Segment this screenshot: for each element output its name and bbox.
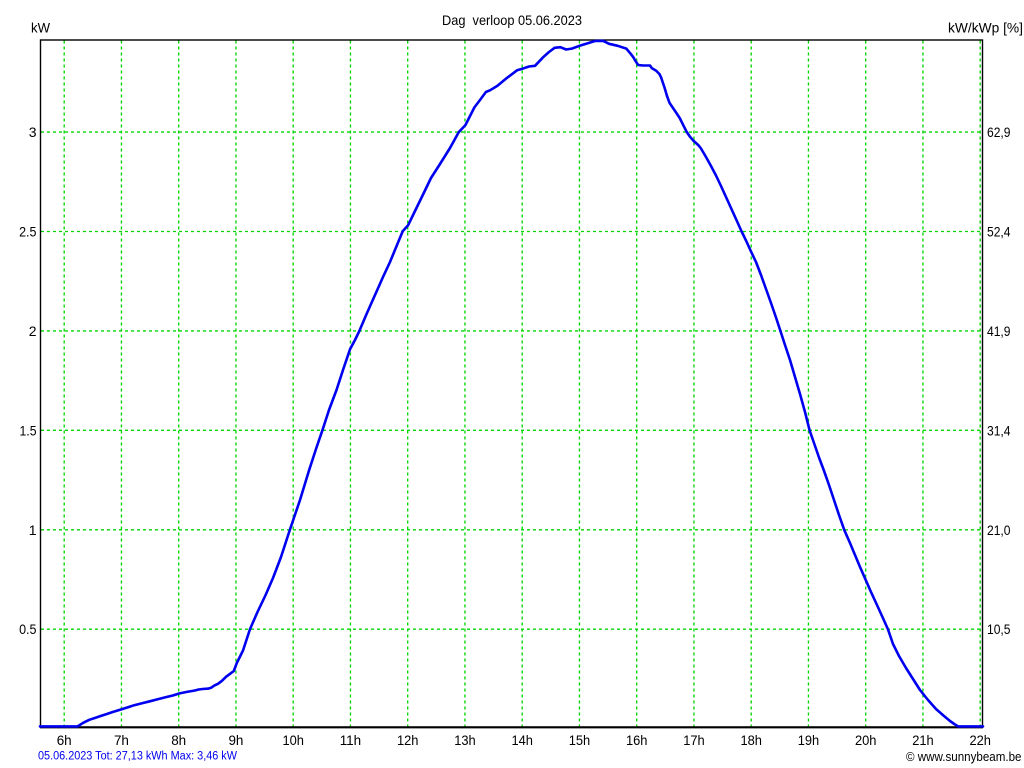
svg-text:3: 3 <box>29 124 37 140</box>
svg-text:© www.sunnybeam.be: © www.sunnybeam.be <box>906 750 1022 764</box>
svg-text:7h: 7h <box>114 732 129 748</box>
svg-text:12h: 12h <box>397 732 419 748</box>
svg-text:8h: 8h <box>171 732 186 748</box>
svg-text:16h: 16h <box>626 732 648 748</box>
svg-text:0.5: 0.5 <box>19 621 37 637</box>
svg-text:21,0: 21,0 <box>987 522 1011 538</box>
svg-text:21h: 21h <box>912 732 934 748</box>
svg-text:9h: 9h <box>228 732 243 748</box>
svg-text:2.5: 2.5 <box>19 224 37 240</box>
svg-text:05.06.2023 Tot: 27,13 kWh Max:: 05.06.2023 Tot: 27,13 kWh Max: 3,46 kW <box>38 751 237 763</box>
svg-text:19h: 19h <box>798 732 820 748</box>
svg-text:17h: 17h <box>683 732 705 748</box>
svg-text:31,4: 31,4 <box>987 422 1011 438</box>
svg-text:62,9: 62,9 <box>987 124 1011 140</box>
svg-text:Dag verloop 05.06.2023: Dag verloop 05.06.2023 <box>442 12 582 28</box>
svg-text:18h: 18h <box>740 732 762 748</box>
svg-text:10h: 10h <box>282 732 304 748</box>
svg-text:11h: 11h <box>340 732 362 748</box>
svg-text:6h: 6h <box>57 732 72 748</box>
svg-text:10,5: 10,5 <box>987 621 1011 637</box>
svg-text:22h: 22h <box>969 732 991 748</box>
svg-text:1: 1 <box>29 522 37 538</box>
svg-text:kW/kWp [%]: kW/kWp [%] <box>948 20 1023 36</box>
svg-text:14h: 14h <box>511 732 533 748</box>
svg-text:1.5: 1.5 <box>20 422 37 438</box>
svg-text:15h: 15h <box>569 732 591 748</box>
svg-text:41,9: 41,9 <box>987 323 1011 339</box>
svg-text:20h: 20h <box>855 732 877 748</box>
svg-text:13h: 13h <box>454 732 476 748</box>
svg-text:kW: kW <box>31 20 51 36</box>
svg-text:52,4: 52,4 <box>987 224 1011 240</box>
svg-text:2: 2 <box>29 323 37 339</box>
